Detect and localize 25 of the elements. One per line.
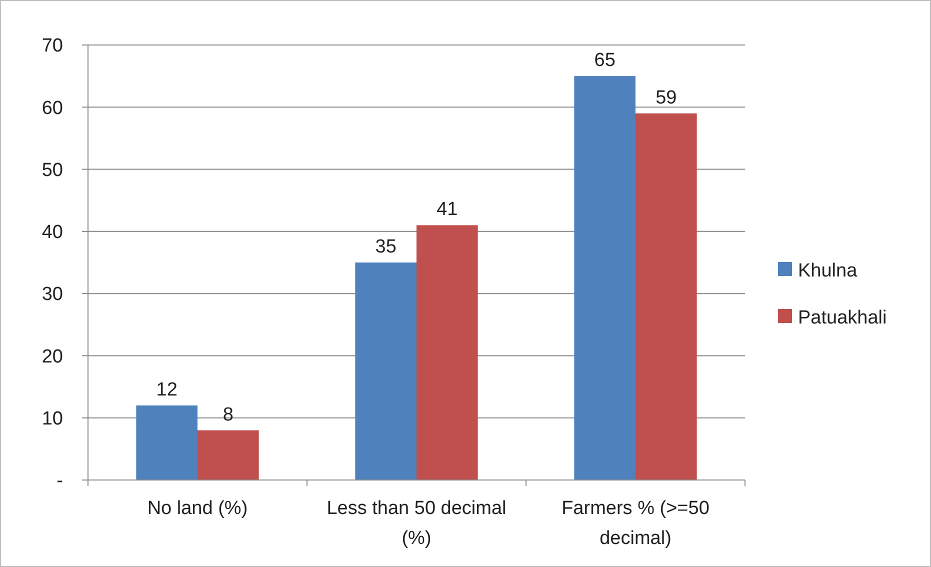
- data-label: 59: [656, 87, 677, 108]
- bar: [416, 225, 478, 480]
- legend-label: Khulna: [798, 260, 858, 282]
- bar: [136, 405, 198, 480]
- data-label: 12: [156, 379, 178, 400]
- data-label: 8: [222, 404, 234, 426]
- x-tick-label: Farmers % (>=50 decimal): [562, 498, 710, 549]
- y-tick-label: 70: [42, 36, 63, 57]
- y-tick-label: 40: [42, 222, 63, 244]
- data-label: 65: [594, 50, 616, 72]
- data-label: 35: [375, 236, 396, 258]
- legend-label: Patuakhali: [798, 308, 887, 329]
- x-tick-label: Less than 50 decimal (%): [326, 498, 506, 549]
- y-tick-label: 60: [42, 98, 63, 119]
- bar: [355, 262, 416, 480]
- y-tick-label: 50: [42, 160, 63, 181]
- y-tick-label: 10: [42, 408, 63, 430]
- bar: [198, 430, 259, 480]
- y-tick-label: -: [56, 470, 63, 492]
- data-label: 41: [436, 199, 458, 220]
- bar: [636, 113, 697, 480]
- y-tick-label: 20: [42, 346, 63, 368]
- bar: [574, 76, 636, 480]
- y-tick-label: 30: [42, 284, 63, 306]
- x-tick-label: No land (%): [147, 498, 248, 519]
